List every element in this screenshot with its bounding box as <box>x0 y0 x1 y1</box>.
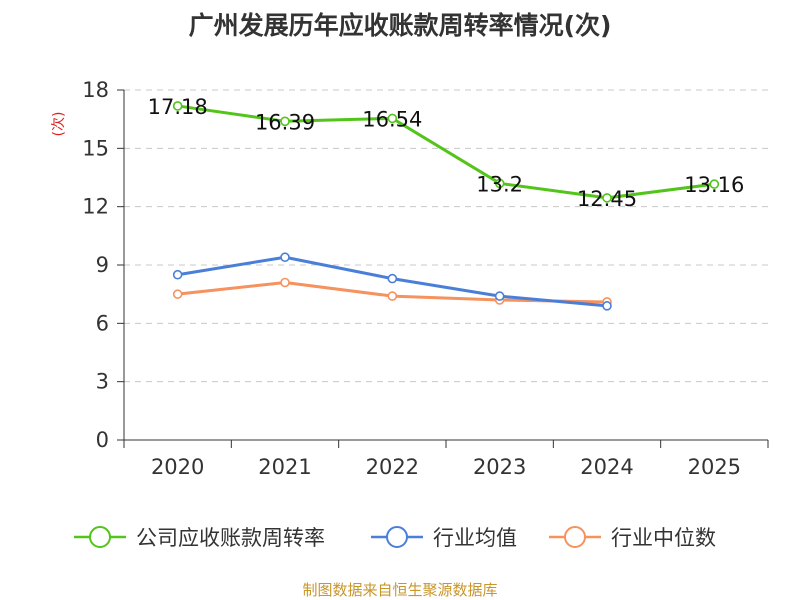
data-point <box>602 301 612 311</box>
y-tick-label: 6 <box>96 311 109 335</box>
data-point <box>387 273 398 284</box>
legend: 公司应收账款周转率 行业均值 行业中位数 <box>74 526 716 550</box>
data-label: 16.54 <box>362 107 422 131</box>
axes: 0 3 6 9 12 15 18 2020 2021 2022 2023 2024 2025 <box>82 78 769 479</box>
source-note: 制图数据来自恒生聚源数据库 <box>302 581 497 599</box>
x-tick-label: 2022 <box>366 455 419 479</box>
data-point <box>494 178 505 189</box>
data-point <box>709 179 720 189</box>
legend-marker-circle <box>89 526 111 548</box>
data-label: 13.16 <box>684 173 744 197</box>
data-point <box>280 252 290 263</box>
series-line-0 <box>177 104 715 200</box>
data-point <box>387 291 398 301</box>
chart-title: 广州发展历年应收账款周转率情况(次) <box>189 11 612 40</box>
y-tick-label: 3 <box>96 370 109 394</box>
data-point <box>387 113 398 124</box>
y-tick-label: 0 <box>96 428 109 452</box>
legend-label: 行业中位数 <box>611 526 716 550</box>
legend-label: 公司应收账款周转率 <box>136 526 325 550</box>
data-label: 13.2 <box>476 172 523 196</box>
data-point <box>172 289 183 299</box>
x-tick-label: 2024 <box>580 455 633 479</box>
legend-marker-circle <box>564 526 586 548</box>
data-point <box>494 291 505 301</box>
x-tick-label: 2021 <box>258 455 311 479</box>
data-label: 16.39 <box>255 110 315 134</box>
grid-lines <box>124 89 768 383</box>
data-point <box>602 193 612 203</box>
series-group: 17.18 16.39 16.54 13.2 12.45 13.16 <box>148 95 744 311</box>
y-tick-label: 18 <box>82 78 109 102</box>
y-axis-label: (次) <box>51 112 67 137</box>
data-label: 17.18 <box>148 95 208 119</box>
y-tick-label: 12 <box>82 195 109 219</box>
x-tick-label: 2023 <box>473 455 526 479</box>
legend-marker-circle <box>386 526 408 548</box>
y-tick-label: 15 <box>82 136 109 160</box>
data-point <box>280 277 290 288</box>
data-point <box>172 269 183 280</box>
legend-label: 行业均值 <box>433 526 517 550</box>
data-point <box>280 116 290 127</box>
x-tick-label: 2025 <box>688 455 741 479</box>
y-tick-label: 9 <box>96 253 109 277</box>
data-point <box>172 101 183 111</box>
data-label: 12.45 <box>577 187 637 211</box>
x-tick-label: 2020 <box>151 455 204 479</box>
